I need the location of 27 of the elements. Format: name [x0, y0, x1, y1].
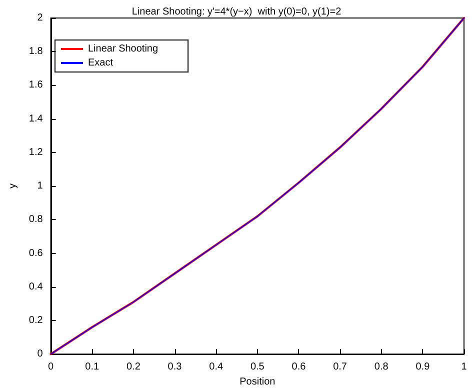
x-tick-label: 0.3 — [168, 362, 182, 373]
y-tick-label: 1.6 — [28, 80, 44, 91]
x-axis-title: Position — [240, 376, 276, 388]
x-tick-label: 0.5 — [250, 362, 265, 373]
y-tick-label: 2 — [37, 12, 44, 24]
y-tick-label: 1 — [37, 180, 44, 192]
x-tick-label: 0.9 — [416, 362, 430, 373]
chart-title: Linear Shooting: y'=4*(y−x) with y(0)=0, y(1)=2 — [132, 6, 342, 18]
y-tick-label: 1.8 — [28, 46, 44, 58]
x-tick-label: 0.2 — [126, 362, 141, 373]
x-tick-label: 0.8 — [374, 362, 389, 373]
y-tick-label: 0.2 — [28, 314, 44, 326]
x-tick-label: 0.1 — [85, 362, 100, 373]
y-tick-label: 1.4 — [28, 113, 44, 124]
legend-label: Exact — [88, 58, 114, 68]
y-axis-title: y — [8, 184, 18, 189]
x-tick-label: 0.6 — [292, 362, 306, 373]
x-tick-label: 0.7 — [333, 362, 348, 373]
y-tick-label: 0 — [37, 348, 44, 360]
y-tick-label: 0.8 — [28, 214, 44, 226]
x-tick-label: 0 — [48, 362, 54, 373]
x-tick-label: 0.4 — [209, 362, 224, 373]
y-tick-label: 1.2 — [28, 146, 44, 158]
x-tick-label: 1 — [461, 362, 468, 373]
y-tick-label: 0.6 — [28, 248, 44, 259]
legend-label: Linear Shooting — [88, 44, 158, 54]
y-tick-label: 0.4 — [28, 281, 44, 292]
